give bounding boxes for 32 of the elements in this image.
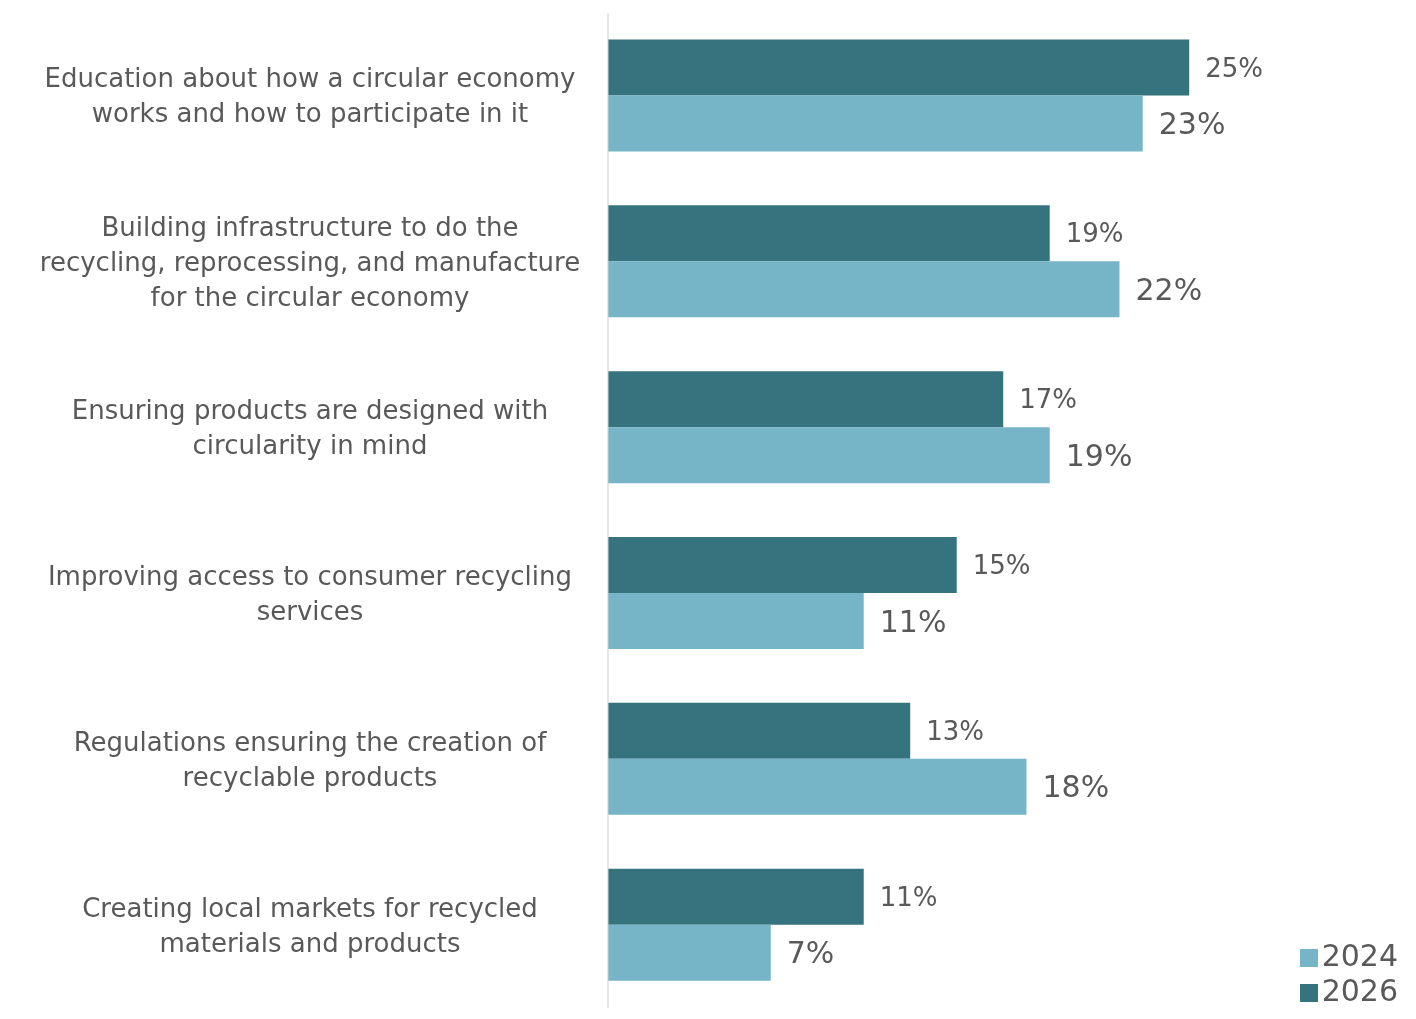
- bar: [608, 261, 1120, 318]
- data-label: 23%: [1158, 106, 1226, 142]
- bar: [608, 593, 864, 650]
- bar: [608, 427, 1050, 484]
- y-tick-label: Building infrastructure to do the recycling, reprocessing, and manufacture for the circular economy: [39, 211, 581, 312]
- bar: [608, 702, 911, 759]
- data-label: 11%: [879, 603, 947, 639]
- bar: [608, 868, 864, 925]
- y-tick-label: Ensuring products are designed with circularity in mind: [71, 395, 549, 461]
- data-label: 25%: [1205, 52, 1264, 83]
- bar: [608, 95, 1143, 152]
- data-label: 13%: [926, 715, 985, 746]
- data-label: 7%: [786, 935, 835, 971]
- data-label: 19%: [1065, 437, 1133, 473]
- bar: [608, 371, 1004, 428]
- y-tick-label: Regulations ensuring the creation of recyclable products: [73, 726, 548, 792]
- data-label: 11%: [879, 881, 938, 912]
- bar: [608, 39, 1190, 96]
- data-label: 18%: [1042, 769, 1110, 805]
- y-tick-label: Improving access to consumer recycling services: [47, 560, 573, 626]
- bar: [608, 924, 771, 981]
- legend-label: 2026: [1321, 973, 1398, 1008]
- bar: [608, 205, 1050, 262]
- data-label: 19%: [1065, 218, 1124, 249]
- bar: [608, 537, 957, 594]
- bar: [608, 758, 1027, 815]
- legend-label: 2024: [1321, 938, 1398, 973]
- data-label: 17%: [1019, 384, 1078, 415]
- y-tick-label: Education about how a circular economy works and how to participate in it: [44, 63, 576, 129]
- y-tick-label: Creating local markets for recycled materials and products: [82, 892, 538, 958]
- data-label: 22%: [1135, 271, 1203, 307]
- data-label: 15%: [972, 550, 1031, 581]
